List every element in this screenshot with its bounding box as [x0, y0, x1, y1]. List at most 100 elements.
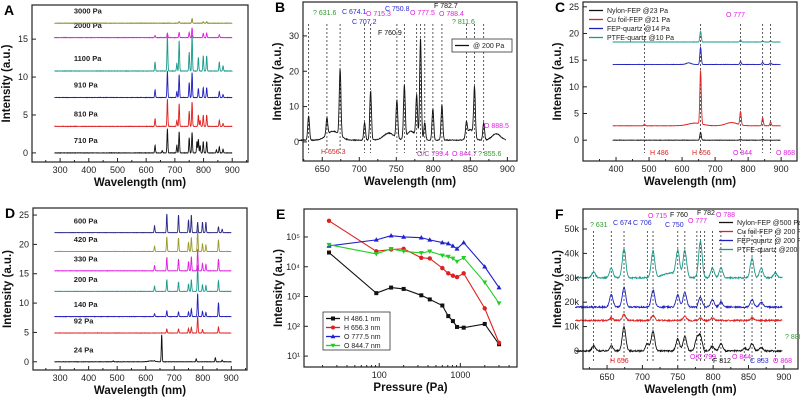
y-tick-label: 15 [19, 269, 29, 279]
plot-frame [31, 4, 249, 163]
x-tick-label: 850 [741, 372, 756, 382]
data-point [419, 293, 424, 298]
annotation-label: C 750 [665, 222, 684, 229]
series-line [574, 286, 783, 310]
data-point [427, 237, 433, 242]
data-point [496, 301, 502, 306]
series-line [54, 293, 232, 318]
x-tick-label: 700 [167, 165, 182, 175]
y-tick-label: 5 [23, 110, 28, 120]
x-tick-label: 700 [635, 372, 650, 382]
y-tick-label: 15 [569, 55, 579, 65]
legend-marker [330, 334, 336, 339]
x-tick-label: 500 [110, 165, 125, 175]
legend-label: FEP-quartz @ 200 Pa [737, 238, 800, 245]
y-tick-label: 20 [569, 28, 579, 38]
x-tick-label: 400 [609, 164, 624, 174]
y-tick-label: 10 [18, 72, 28, 82]
legend: Nylon-FEP @500 Pa Cu foil-FEP @ 200 Pa FEP… [719, 220, 800, 254]
data-point [388, 247, 394, 252]
annotation-label: O 888.5 [484, 123, 509, 130]
x-tick-label: 700 [708, 164, 723, 174]
panel-d: D 24 Pa 92 Pa 140 Pa 200 Pa 330 Pa 420 Pa 600 P… [2, 205, 248, 397]
annotation-label: H 656 [610, 358, 629, 365]
series-line [54, 70, 233, 99]
annotation-label: O 868 [773, 358, 792, 365]
annotation-label: F 812 [713, 358, 731, 365]
legend-label: FEP-quartz @14 Pa [607, 26, 670, 33]
series-label: 910 Pa [74, 81, 99, 90]
annotation-label: H 486 [650, 150, 669, 157]
data-point [326, 250, 331, 255]
y-tick-label: 40k [564, 248, 579, 258]
annotation-label: C 707.2 [352, 19, 377, 26]
series-line [328, 235, 500, 288]
legend-label: O 777.5 nm [344, 334, 381, 341]
series-label: 710 Pa [74, 136, 99, 145]
annotation-label: O 715 [648, 213, 667, 220]
series-line [612, 45, 781, 66]
y-tick-label: 5 [574, 109, 579, 119]
x-tick-label: 750 [670, 372, 685, 382]
y-tick-label: 10 [289, 102, 299, 112]
x-tick-label: 300 [53, 165, 68, 175]
x-tick-label: 900 [500, 164, 515, 174]
y-axis-label: Intensity (a.u.) [272, 42, 284, 120]
data-point [461, 239, 467, 245]
panel-letter: D [5, 205, 15, 221]
x-tick-label: 400 [81, 165, 96, 175]
data-point [427, 297, 432, 302]
legend: H 486.1 nm H 656.3 nm O 777.5 nm O 844.7 nm [322, 311, 391, 351]
y-tick-label: 25 [569, 2, 579, 12]
data-point [482, 280, 488, 285]
data-point [389, 285, 394, 290]
data-point [445, 240, 451, 246]
annotation-label: C 750.8 [385, 6, 410, 13]
annotation-label: O 715.3 [366, 11, 391, 18]
legend-label: Nylon-FEP @23 Pa [607, 8, 668, 15]
x-tick-label: 750 [389, 164, 404, 174]
legend-label: H 486.1 nm [344, 316, 380, 323]
data-point [482, 306, 487, 311]
series-label: 3000 Pa [74, 6, 103, 15]
plot-frame [302, 1, 518, 162]
data-point [461, 255, 467, 261]
data-point [455, 324, 460, 329]
data-point [439, 253, 445, 259]
series-line [54, 27, 233, 39]
x-axis-label: Wavelength (nm) [364, 176, 456, 188]
y-axis-label: Intensity (a.u.) [552, 250, 564, 328]
y-tick-label: 25 [19, 210, 29, 220]
annotation-label: C 674 [613, 220, 632, 227]
y-tick-label: 5 [24, 327, 29, 337]
data-point [401, 249, 407, 254]
legend-label: Nylon-FEP @500 Pa [737, 220, 800, 227]
x-tick-label: 500 [110, 373, 125, 383]
series-line [54, 98, 233, 128]
x-tick-label: 800 [706, 372, 721, 382]
y-axis-label: Intensity (a.u.) [552, 42, 564, 120]
data-point [446, 271, 451, 276]
data-point [401, 286, 406, 291]
annotation-label: O 777.5 [410, 10, 435, 17]
data-point [374, 291, 379, 296]
data-point [461, 271, 466, 276]
x-tick-label: 650 [600, 372, 615, 382]
y-tick-label: 0 [24, 357, 29, 367]
panel-f: F 650 700 750 800 850 900 0 10k 20k 30k 40k 50k Wavel… [552, 206, 800, 396]
plot-frame [303, 208, 518, 368]
x-axis-label: Wavelength (nm) [94, 385, 186, 397]
annotation-label: H 656.3 [321, 149, 346, 156]
annotation-label: O 868 [776, 150, 795, 157]
data-point [454, 259, 460, 265]
plot-frame [582, 1, 798, 162]
y-tick-label: 10 [19, 298, 29, 308]
series-line [612, 70, 781, 127]
x-axis-label: Wavelength (nm) [644, 384, 736, 396]
annotation-label: F 760.9 [378, 30, 402, 37]
panel-e: E 100 1000 10¹ 10² 10³ 10⁴ 10⁵ Pressure (Pa) Inte… [273, 206, 518, 394]
series-line [574, 239, 783, 281]
annotation-label: C 706 [633, 220, 652, 227]
data-point [373, 252, 379, 257]
x-axis-label: Wavelength (nm) [644, 176, 736, 188]
